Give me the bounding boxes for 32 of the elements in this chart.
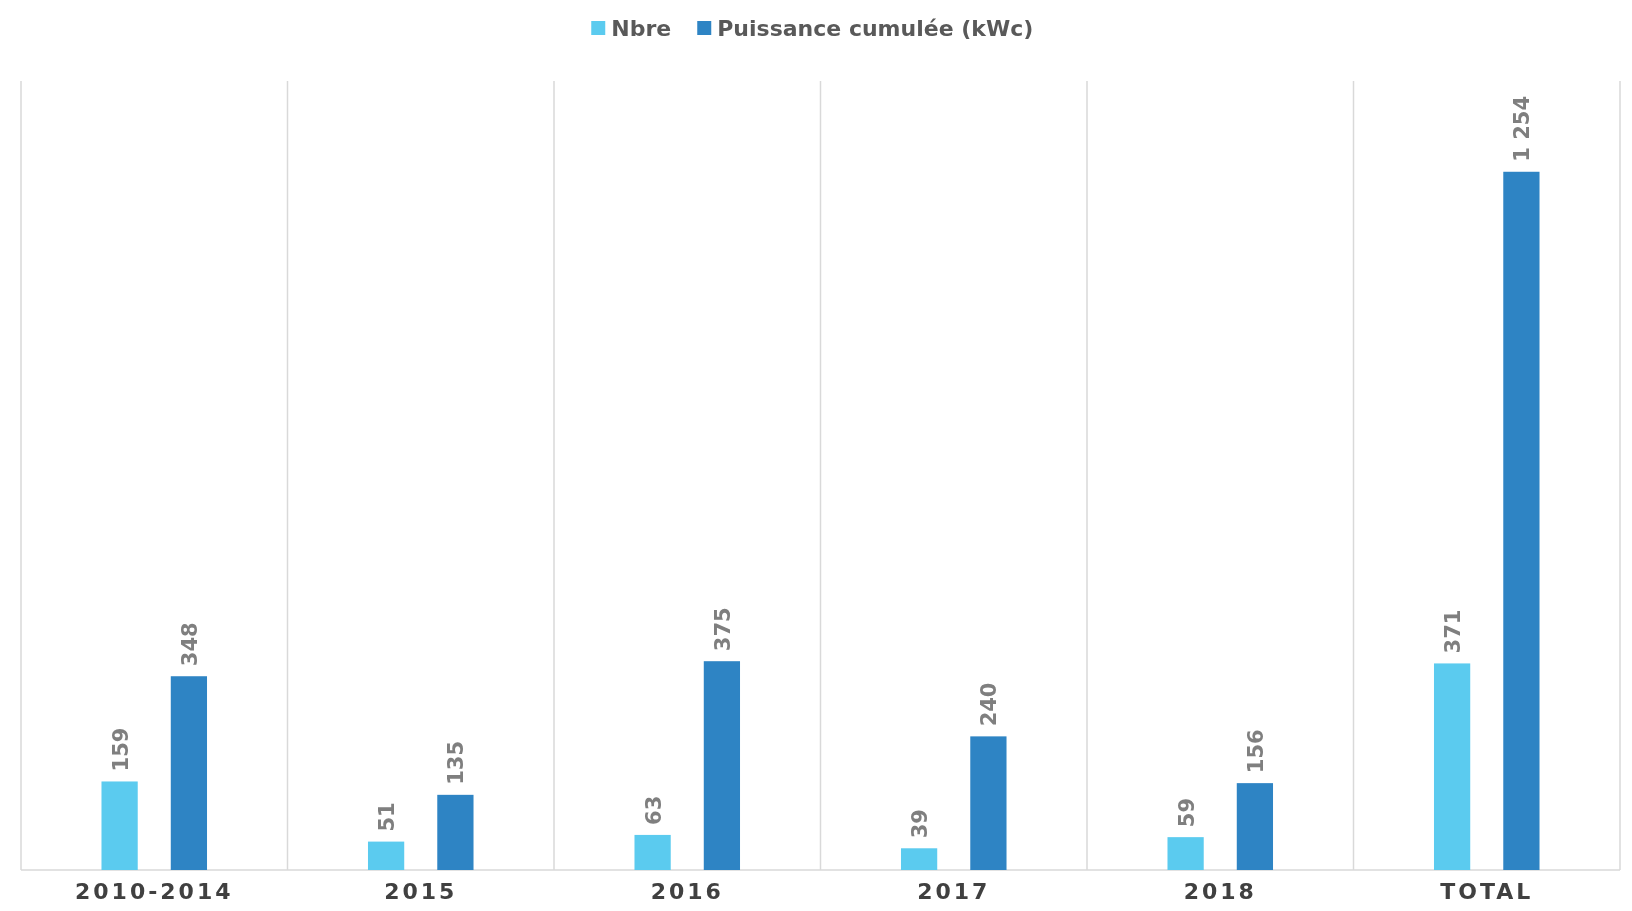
bar bbox=[170, 676, 208, 870]
data-label: 375 bbox=[710, 607, 735, 652]
data-label: 39 bbox=[908, 809, 933, 839]
x-tick-label: 2018 bbox=[1183, 879, 1257, 904]
x-tick-label: TOTAL bbox=[1440, 879, 1534, 904]
data-label: 63 bbox=[641, 795, 666, 825]
data-label: 59 bbox=[1174, 797, 1199, 828]
data-label: 371 bbox=[1441, 609, 1466, 654]
bar bbox=[703, 661, 741, 870]
data-label: 159 bbox=[108, 727, 133, 772]
legend-label: Puissance cumulée (kWc) bbox=[717, 16, 1034, 41]
x-tick-label: 2016 bbox=[650, 879, 724, 904]
bar bbox=[634, 834, 671, 870]
x-tick-label: 2017 bbox=[917, 879, 991, 904]
bar bbox=[1167, 837, 1204, 870]
bar bbox=[101, 781, 138, 870]
bar bbox=[1433, 663, 1471, 870]
bar bbox=[437, 794, 474, 870]
data-label: 156 bbox=[1243, 729, 1268, 774]
data-label: 348 bbox=[177, 622, 202, 667]
bar bbox=[970, 736, 1007, 870]
bar bbox=[367, 841, 405, 870]
x-tick-label: 2015 bbox=[384, 879, 458, 904]
bar bbox=[1236, 783, 1274, 870]
data-label: 51 bbox=[375, 802, 400, 832]
legend-label: Nbre bbox=[611, 16, 672, 41]
data-label: 1 254 bbox=[1510, 96, 1535, 162]
bar bbox=[900, 848, 938, 870]
x-tick-label: 2010-2014 bbox=[74, 879, 234, 904]
bar bbox=[1503, 171, 1540, 870]
data-label: 135 bbox=[444, 740, 469, 785]
data-label: 240 bbox=[977, 682, 1002, 727]
